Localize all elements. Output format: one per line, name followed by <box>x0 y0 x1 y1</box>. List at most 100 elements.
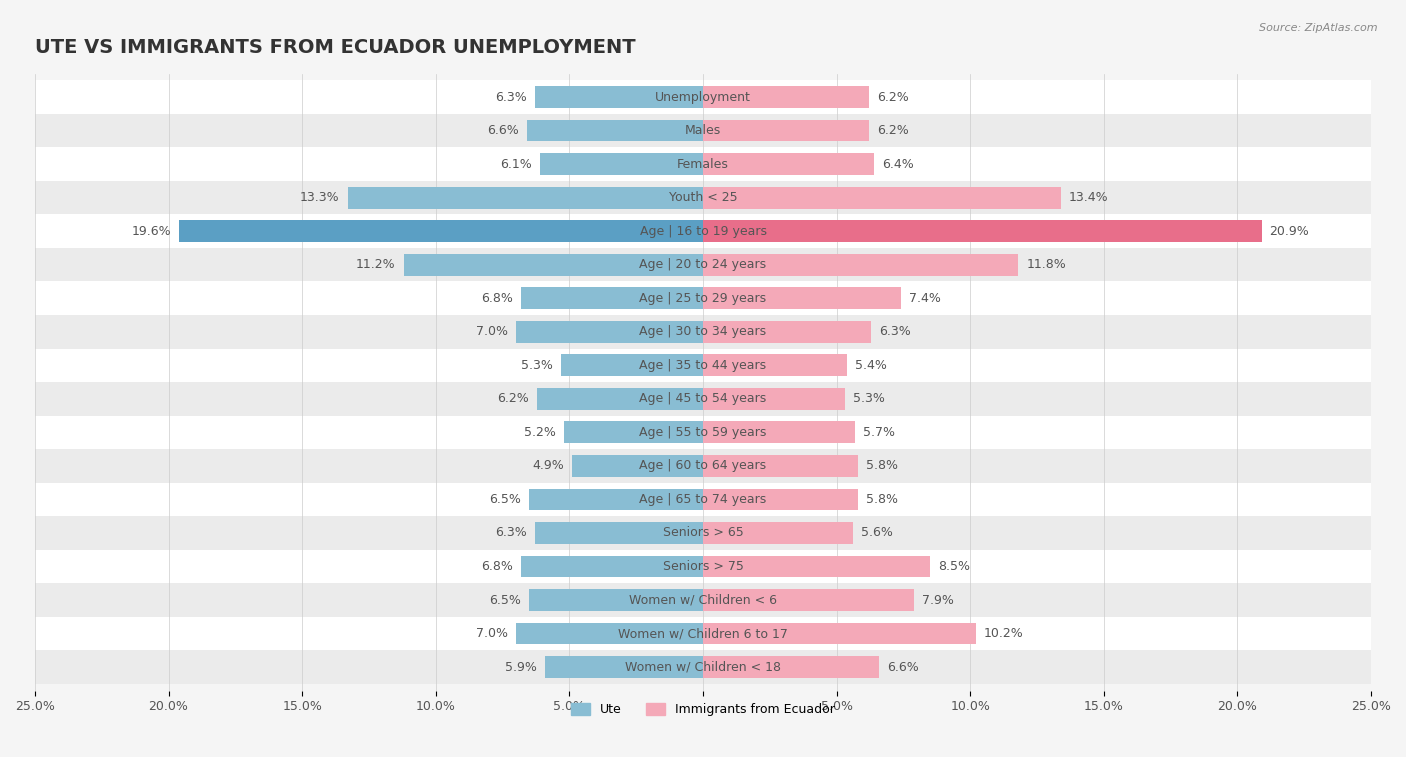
Text: Women w/ Children 6 to 17: Women w/ Children 6 to 17 <box>619 627 787 640</box>
Text: 11.8%: 11.8% <box>1026 258 1066 271</box>
Bar <box>703 656 879 678</box>
Bar <box>534 522 703 544</box>
Text: 6.8%: 6.8% <box>481 291 513 305</box>
Bar <box>703 321 872 343</box>
Bar <box>35 550 1371 583</box>
Text: 4.9%: 4.9% <box>533 459 564 472</box>
Text: 6.2%: 6.2% <box>498 392 529 405</box>
Bar <box>35 181 1371 214</box>
Text: 13.3%: 13.3% <box>299 191 340 204</box>
Text: Females: Females <box>678 157 728 170</box>
Bar <box>527 120 703 142</box>
Bar <box>703 623 976 644</box>
Bar <box>35 449 1371 483</box>
Text: 5.8%: 5.8% <box>866 459 898 472</box>
Bar <box>35 114 1371 148</box>
Text: 7.9%: 7.9% <box>922 593 955 606</box>
Bar <box>35 382 1371 416</box>
Text: 6.6%: 6.6% <box>486 124 519 137</box>
Text: 7.0%: 7.0% <box>475 326 508 338</box>
Text: Age | 45 to 54 years: Age | 45 to 54 years <box>640 392 766 405</box>
Bar <box>35 483 1371 516</box>
Text: 5.6%: 5.6% <box>860 526 893 540</box>
Bar <box>546 656 703 678</box>
Text: Women w/ Children < 6: Women w/ Children < 6 <box>628 593 778 606</box>
Bar <box>564 422 703 444</box>
Bar <box>35 617 1371 650</box>
Text: Unemployment: Unemployment <box>655 91 751 104</box>
Bar <box>703 86 869 108</box>
Bar <box>522 556 703 578</box>
Text: 11.2%: 11.2% <box>356 258 395 271</box>
Bar <box>703 153 875 175</box>
Text: 6.6%: 6.6% <box>887 661 920 674</box>
Bar <box>572 455 703 477</box>
Text: 6.1%: 6.1% <box>501 157 531 170</box>
Text: 13.4%: 13.4% <box>1069 191 1109 204</box>
Text: 8.5%: 8.5% <box>938 560 970 573</box>
Text: 6.5%: 6.5% <box>489 593 522 606</box>
Bar <box>35 650 1371 684</box>
Text: 6.3%: 6.3% <box>879 326 911 338</box>
Text: Seniors > 75: Seniors > 75 <box>662 560 744 573</box>
Text: UTE VS IMMIGRANTS FROM ECUADOR UNEMPLOYMENT: UTE VS IMMIGRANTS FROM ECUADOR UNEMPLOYM… <box>35 38 636 57</box>
Text: Age | 20 to 24 years: Age | 20 to 24 years <box>640 258 766 271</box>
Text: 6.3%: 6.3% <box>495 91 527 104</box>
Text: Seniors > 65: Seniors > 65 <box>662 526 744 540</box>
Text: 5.2%: 5.2% <box>524 426 555 439</box>
Text: Women w/ Children < 18: Women w/ Children < 18 <box>626 661 780 674</box>
Bar <box>179 220 703 242</box>
Text: Age | 16 to 19 years: Age | 16 to 19 years <box>640 225 766 238</box>
Bar <box>703 288 901 309</box>
Text: 5.8%: 5.8% <box>866 493 898 506</box>
Text: 5.3%: 5.3% <box>522 359 554 372</box>
Bar <box>703 556 931 578</box>
Text: Age | 25 to 29 years: Age | 25 to 29 years <box>640 291 766 305</box>
Text: Youth < 25: Youth < 25 <box>669 191 737 204</box>
Text: Age | 30 to 34 years: Age | 30 to 34 years <box>640 326 766 338</box>
Text: Age | 60 to 64 years: Age | 60 to 64 years <box>640 459 766 472</box>
Bar <box>529 488 703 510</box>
Bar <box>703 589 914 611</box>
Text: Age | 35 to 44 years: Age | 35 to 44 years <box>640 359 766 372</box>
Text: 20.9%: 20.9% <box>1270 225 1309 238</box>
Text: Source: ZipAtlas.com: Source: ZipAtlas.com <box>1260 23 1378 33</box>
Bar <box>561 354 703 376</box>
Bar <box>537 388 703 410</box>
Bar <box>703 254 1018 276</box>
Text: Males: Males <box>685 124 721 137</box>
Bar <box>35 214 1371 248</box>
Bar <box>35 516 1371 550</box>
Text: Age | 55 to 59 years: Age | 55 to 59 years <box>640 426 766 439</box>
Text: 5.4%: 5.4% <box>855 359 887 372</box>
Bar <box>35 80 1371 114</box>
Bar <box>347 187 703 208</box>
Text: 7.0%: 7.0% <box>475 627 508 640</box>
Bar <box>703 455 858 477</box>
Text: 6.2%: 6.2% <box>877 91 908 104</box>
Bar <box>35 416 1371 449</box>
Bar <box>703 220 1261 242</box>
Bar <box>516 623 703 644</box>
Text: 6.8%: 6.8% <box>481 560 513 573</box>
Bar <box>35 583 1371 617</box>
Bar <box>35 282 1371 315</box>
Bar <box>534 86 703 108</box>
Bar <box>540 153 703 175</box>
Text: 6.4%: 6.4% <box>882 157 914 170</box>
Bar <box>703 354 848 376</box>
Bar <box>35 315 1371 348</box>
Text: 7.4%: 7.4% <box>908 291 941 305</box>
Text: 10.2%: 10.2% <box>984 627 1024 640</box>
Bar <box>35 348 1371 382</box>
Bar <box>703 522 852 544</box>
Bar <box>703 187 1062 208</box>
Bar <box>404 254 703 276</box>
Text: 5.9%: 5.9% <box>505 661 537 674</box>
Text: 6.3%: 6.3% <box>495 526 527 540</box>
Bar <box>703 120 869 142</box>
Bar <box>703 488 858 510</box>
Text: 6.2%: 6.2% <box>877 124 908 137</box>
Bar <box>516 321 703 343</box>
Text: Age | 65 to 74 years: Age | 65 to 74 years <box>640 493 766 506</box>
